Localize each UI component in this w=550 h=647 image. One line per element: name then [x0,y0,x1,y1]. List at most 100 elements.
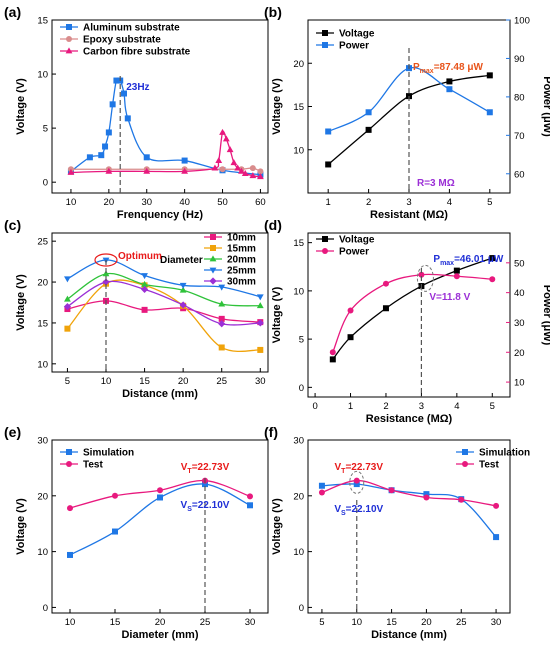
x-axis-label: Distance (mm) [371,629,447,641]
legend-marker [66,461,72,467]
x-tick-label: 3 [406,197,411,208]
data-point [67,505,73,512]
x-tick-label: 25 [456,617,467,628]
y-right-tick-label: 100 [514,16,530,27]
legend-entry: 10mm [227,233,256,244]
data-point [179,282,187,289]
legend-marker [210,245,216,251]
pmax-label-rest: =87.48 μW [434,62,484,73]
data-point [382,280,389,287]
data-point [256,319,264,327]
data-point [329,349,336,356]
legend-entry: Simulation [479,448,530,459]
data-point [140,285,149,294]
panel-label: (d) [264,217,282,233]
vs-label: VS=22.10V [181,500,230,513]
data-point [318,489,325,496]
x-tick-label: 1 [326,197,331,208]
vt-label-rest: =22.73V [345,462,383,473]
pmax-label-sub: max [420,68,434,75]
data-point [453,273,460,280]
y-right-tick-label: 30 [514,318,525,329]
legend-marker [322,236,328,242]
y-right-tick-label: 40 [514,288,525,299]
resistance-label: R=3 MΩ [417,178,455,189]
data-point [325,128,332,135]
series-line [67,272,261,307]
data-point [226,146,234,153]
data-point [257,168,264,175]
series-line [332,257,493,360]
x-axis-label: Diameter (mm) [121,629,198,641]
data-point [256,294,264,301]
optimum-circle [94,253,118,267]
data-point [453,267,460,274]
data-point [489,255,496,262]
data-point [382,305,389,312]
x-tick-label: 1 [348,401,353,412]
x-axis-label: Distance (mm) [122,388,198,400]
legend-marker [322,30,328,36]
y-right-tick-label: 20 [514,348,525,359]
y-axis-label: Voltage (V) [15,78,27,135]
series-line [67,259,261,298]
pmax-label-rest: =46.01 μW [454,254,504,265]
y-tick-label: 10 [37,359,48,370]
data-point [486,72,493,79]
y-tick-label: 10 [293,547,304,558]
legend-marker [65,47,73,54]
data-point [105,167,113,174]
y-right-tick-label: 50 [514,258,525,269]
data-point [222,135,230,142]
highlight-ellipse [416,264,434,292]
plot-frame [307,439,511,614]
x-tick-label: 40 [179,197,190,208]
data-point [257,173,264,180]
pmax-label-sub: max [440,260,454,267]
series-line [70,167,261,172]
legend-entry: Power [339,41,369,52]
data-point [234,164,242,171]
legend-entry: Power [339,247,369,258]
x-tick-label: 2 [366,197,371,208]
y-axis-label: Voltage (V) [271,78,283,135]
vs-label-sub: S [341,510,346,517]
y-tick-label: 15 [37,318,48,329]
data-point [218,344,225,351]
data-point [218,315,225,322]
data-point [365,126,372,133]
pmax-label-main: P [433,254,440,265]
legend-marker [209,277,217,285]
data-point [388,487,395,494]
data-point [102,270,110,277]
legend-entry: Simulation [83,448,134,459]
legend-entry: Voltage [339,235,375,246]
data-point [109,101,116,108]
y-axis-label-right: Power (μW) [541,76,550,137]
x-tick-label: 30 [491,617,502,628]
y-tick-label: 20 [293,491,304,502]
vt-label-main: V [181,462,188,473]
x-tick-label: 25 [200,617,211,628]
panel-a: (a) 10 20 30 40 50 60 0 5 10 15 Frenquency (Hz) Volt… [4,4,269,221]
y-tick-label: 10 [37,547,48,558]
legend-marker [322,42,328,48]
data-point [219,166,226,173]
y-tick-label: 30 [293,436,304,447]
x-tick-label: 5 [65,376,70,387]
data-point [256,302,264,309]
panel-c: (c) 5 10 15 20 25 30 10 15 20 25 Distance (mm) Volta… [4,217,269,400]
y-right-tick-label: 90 [514,54,525,65]
y-tick-label: 5 [43,124,48,135]
legend-marker [210,234,216,240]
legend-entry: Test [83,460,103,471]
legend-title: Diameter [160,255,203,266]
plot-frame [307,232,511,398]
y-tick-label: 15 [37,16,48,27]
y-right-tick-label: 10 [514,378,525,389]
data-point [218,300,226,307]
data-point [446,78,453,85]
series-line [321,479,497,507]
